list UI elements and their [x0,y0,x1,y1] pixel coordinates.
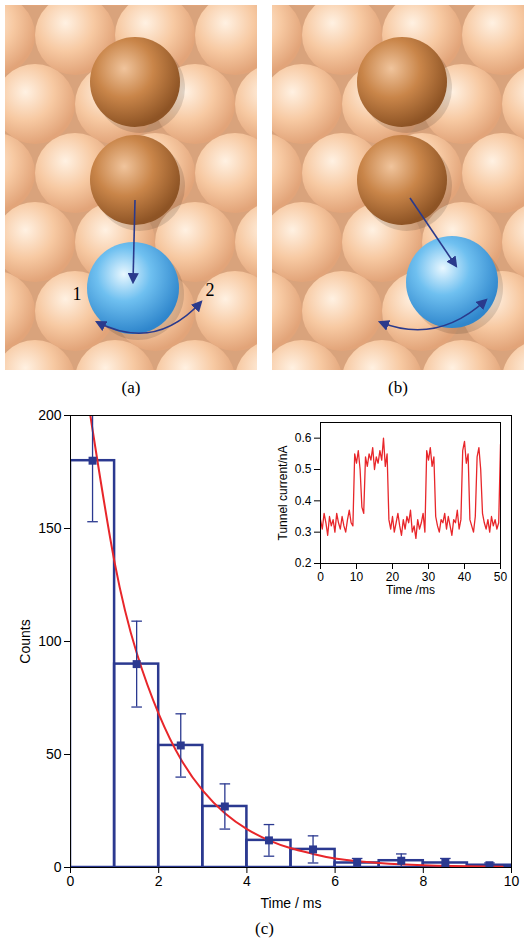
svg-text:0.5: 0.5 [295,462,312,476]
svg-text:150: 150 [38,520,62,536]
svg-text:2: 2 [206,280,215,300]
svg-text:6: 6 [331,873,339,889]
svg-text:4: 4 [243,873,251,889]
svg-text:0: 0 [317,570,324,584]
html-text:(c): (c) [255,919,274,938]
svg-text:2: 2 [155,873,163,889]
svg-text:Time /ms: Time /ms [386,583,435,597]
svg-text:8: 8 [419,873,427,889]
svg-text:Counts: Counts [17,619,33,663]
svg-text:50: 50 [46,746,62,762]
svg-text:0.4: 0.4 [295,494,312,508]
svg-text:0: 0 [67,873,75,889]
svg-text:20: 20 [385,570,400,584]
svg-text:10: 10 [350,570,364,584]
svg-text:100: 100 [38,633,62,649]
svg-text:(a): (a) [122,378,141,397]
svg-text:30: 30 [421,570,436,584]
svg-text:Tunnel current/nA: Tunnel current/nA [276,446,290,541]
svg-text:(b): (b) [388,378,408,397]
svg-text:50: 50 [494,570,508,584]
svg-text:Time / ms: Time / ms [261,895,322,911]
svg-text:0.2: 0.2 [295,556,312,570]
svg-text:0.3: 0.3 [295,525,312,539]
svg-text:10: 10 [504,873,520,889]
svg-text:0.6: 0.6 [295,431,312,445]
svg-text:40: 40 [458,570,472,584]
svg-text:0: 0 [54,859,62,875]
svg-text:1: 1 [73,284,82,304]
svg-text:200: 200 [38,407,62,423]
